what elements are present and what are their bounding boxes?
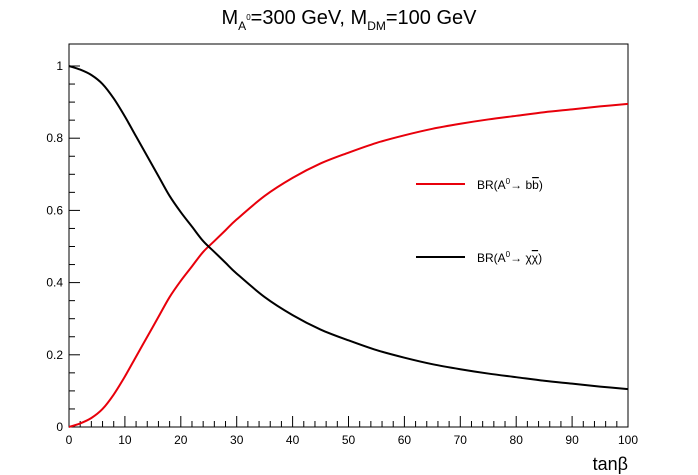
y-tick-label: 0.8 [46, 131, 63, 145]
x-tick-label: 90 [565, 433, 579, 447]
chart-title: MA0=300 GeV, MDM=100 GeV [222, 7, 478, 33]
legend-chichi-bar: χ [532, 251, 539, 265]
legend-bb-close: ) [539, 178, 543, 192]
y-tick-label: 0.6 [46, 203, 63, 217]
x-tick-labels: 0 10 20 30 40 50 60 70 80 90 100 [66, 433, 639, 447]
series-line-bb [68, 102, 629, 428]
x-tick-label: 60 [398, 433, 412, 447]
title-m: M [222, 7, 239, 29]
x-tick-label: 80 [510, 433, 524, 447]
legend-chichi-pre: BR(A [477, 251, 506, 265]
title-mid: =300 GeV, M [251, 7, 368, 29]
x-tick-label: 30 [230, 433, 244, 447]
plot-frame [68, 43, 629, 428]
y-tick-label: 0 [56, 420, 63, 434]
title-dm-sub: DM [367, 19, 386, 33]
series-line-chichi [68, 65, 629, 391]
y-tick-label: 0.2 [46, 348, 63, 362]
y-ticks [69, 65, 80, 428]
legend-bb-bar: b [532, 178, 539, 192]
y-tick-label: 0.4 [46, 276, 63, 290]
legend-label-bb: BR(A0→ bb) [477, 177, 543, 192]
x-tick-label: 100 [618, 433, 638, 447]
x-tick-label: 50 [342, 433, 356, 447]
legend-chichi-arrow: → [510, 251, 522, 265]
legend-chichi-sup: 0 [506, 250, 511, 259]
legend-bb-post: b [522, 178, 532, 192]
x-tick-label: 40 [286, 433, 300, 447]
x-tick-label: 20 [174, 433, 188, 447]
title-tail: =100 GeV [386, 7, 477, 29]
x-ticks [68, 416, 629, 427]
legend: BR(A0→ bb) BR(A0→ χχ) [416, 177, 543, 265]
y-tick-label: 1 [56, 59, 63, 73]
legend-bb-arrow: → [510, 178, 522, 192]
x-tick-label: 0 [66, 433, 73, 447]
legend-label-chichi: BR(A0→ χχ) [477, 250, 542, 265]
y-tick-labels: 0 0.2 0.4 0.6 0.8 1 [46, 59, 63, 434]
title-a-sub: A [238, 19, 246, 33]
legend-chichi-close: ) [538, 251, 542, 265]
legend-bb-sup: 0 [506, 177, 511, 186]
legend-chichi-post: χ [522, 251, 532, 265]
legend-bb-pre: BR(A [477, 178, 506, 192]
x-tick-label: 70 [454, 433, 468, 447]
series-lines [68, 65, 629, 428]
x-tick-label: 10 [118, 433, 132, 447]
title-a-sup: 0 [246, 13, 251, 22]
x-axis-title: tanβ [593, 454, 628, 474]
